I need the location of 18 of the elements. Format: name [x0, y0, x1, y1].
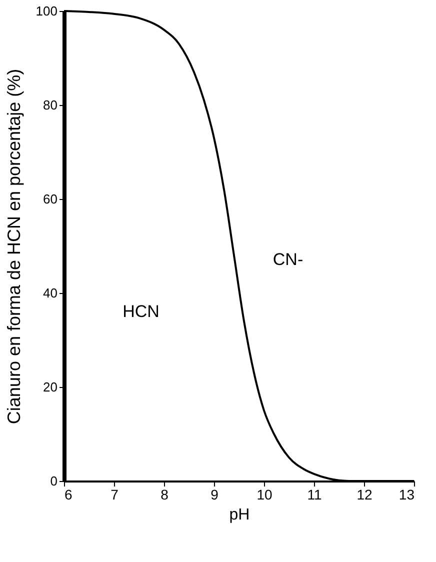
x-tick-label: 13: [398, 486, 415, 502]
y-tick-label: 100: [36, 4, 58, 18]
y-axis-title: Cianuro en forma de HCN en porcentaje (%): [4, 68, 24, 424]
y-tick-label: 60: [43, 192, 58, 206]
x-tick-label: 6: [64, 486, 72, 502]
x-tick-label: 8: [160, 486, 169, 502]
annotation: HCN: [122, 302, 160, 321]
x-tick-label: 9: [210, 486, 219, 502]
x-axis-title: pH: [229, 506, 250, 524]
x-tick-label: 7: [110, 486, 119, 502]
y-tick-label: 0: [50, 474, 58, 488]
annotation: CN-: [272, 250, 304, 270]
y-tick-label: 80: [43, 98, 58, 112]
x-tick-label: 11: [307, 486, 322, 502]
y-tick-label: 20: [43, 380, 58, 394]
x-tick-label: 12: [356, 486, 372, 502]
y-tick-label: 40: [43, 286, 58, 300]
x-tick-label: 10: [256, 486, 272, 502]
